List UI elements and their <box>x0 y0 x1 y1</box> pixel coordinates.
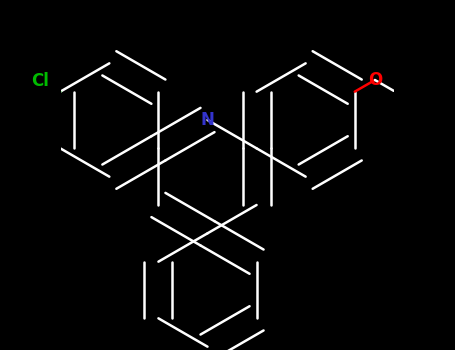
Text: Cl: Cl <box>31 72 49 90</box>
Text: N: N <box>201 111 214 129</box>
Text: O: O <box>368 71 382 89</box>
